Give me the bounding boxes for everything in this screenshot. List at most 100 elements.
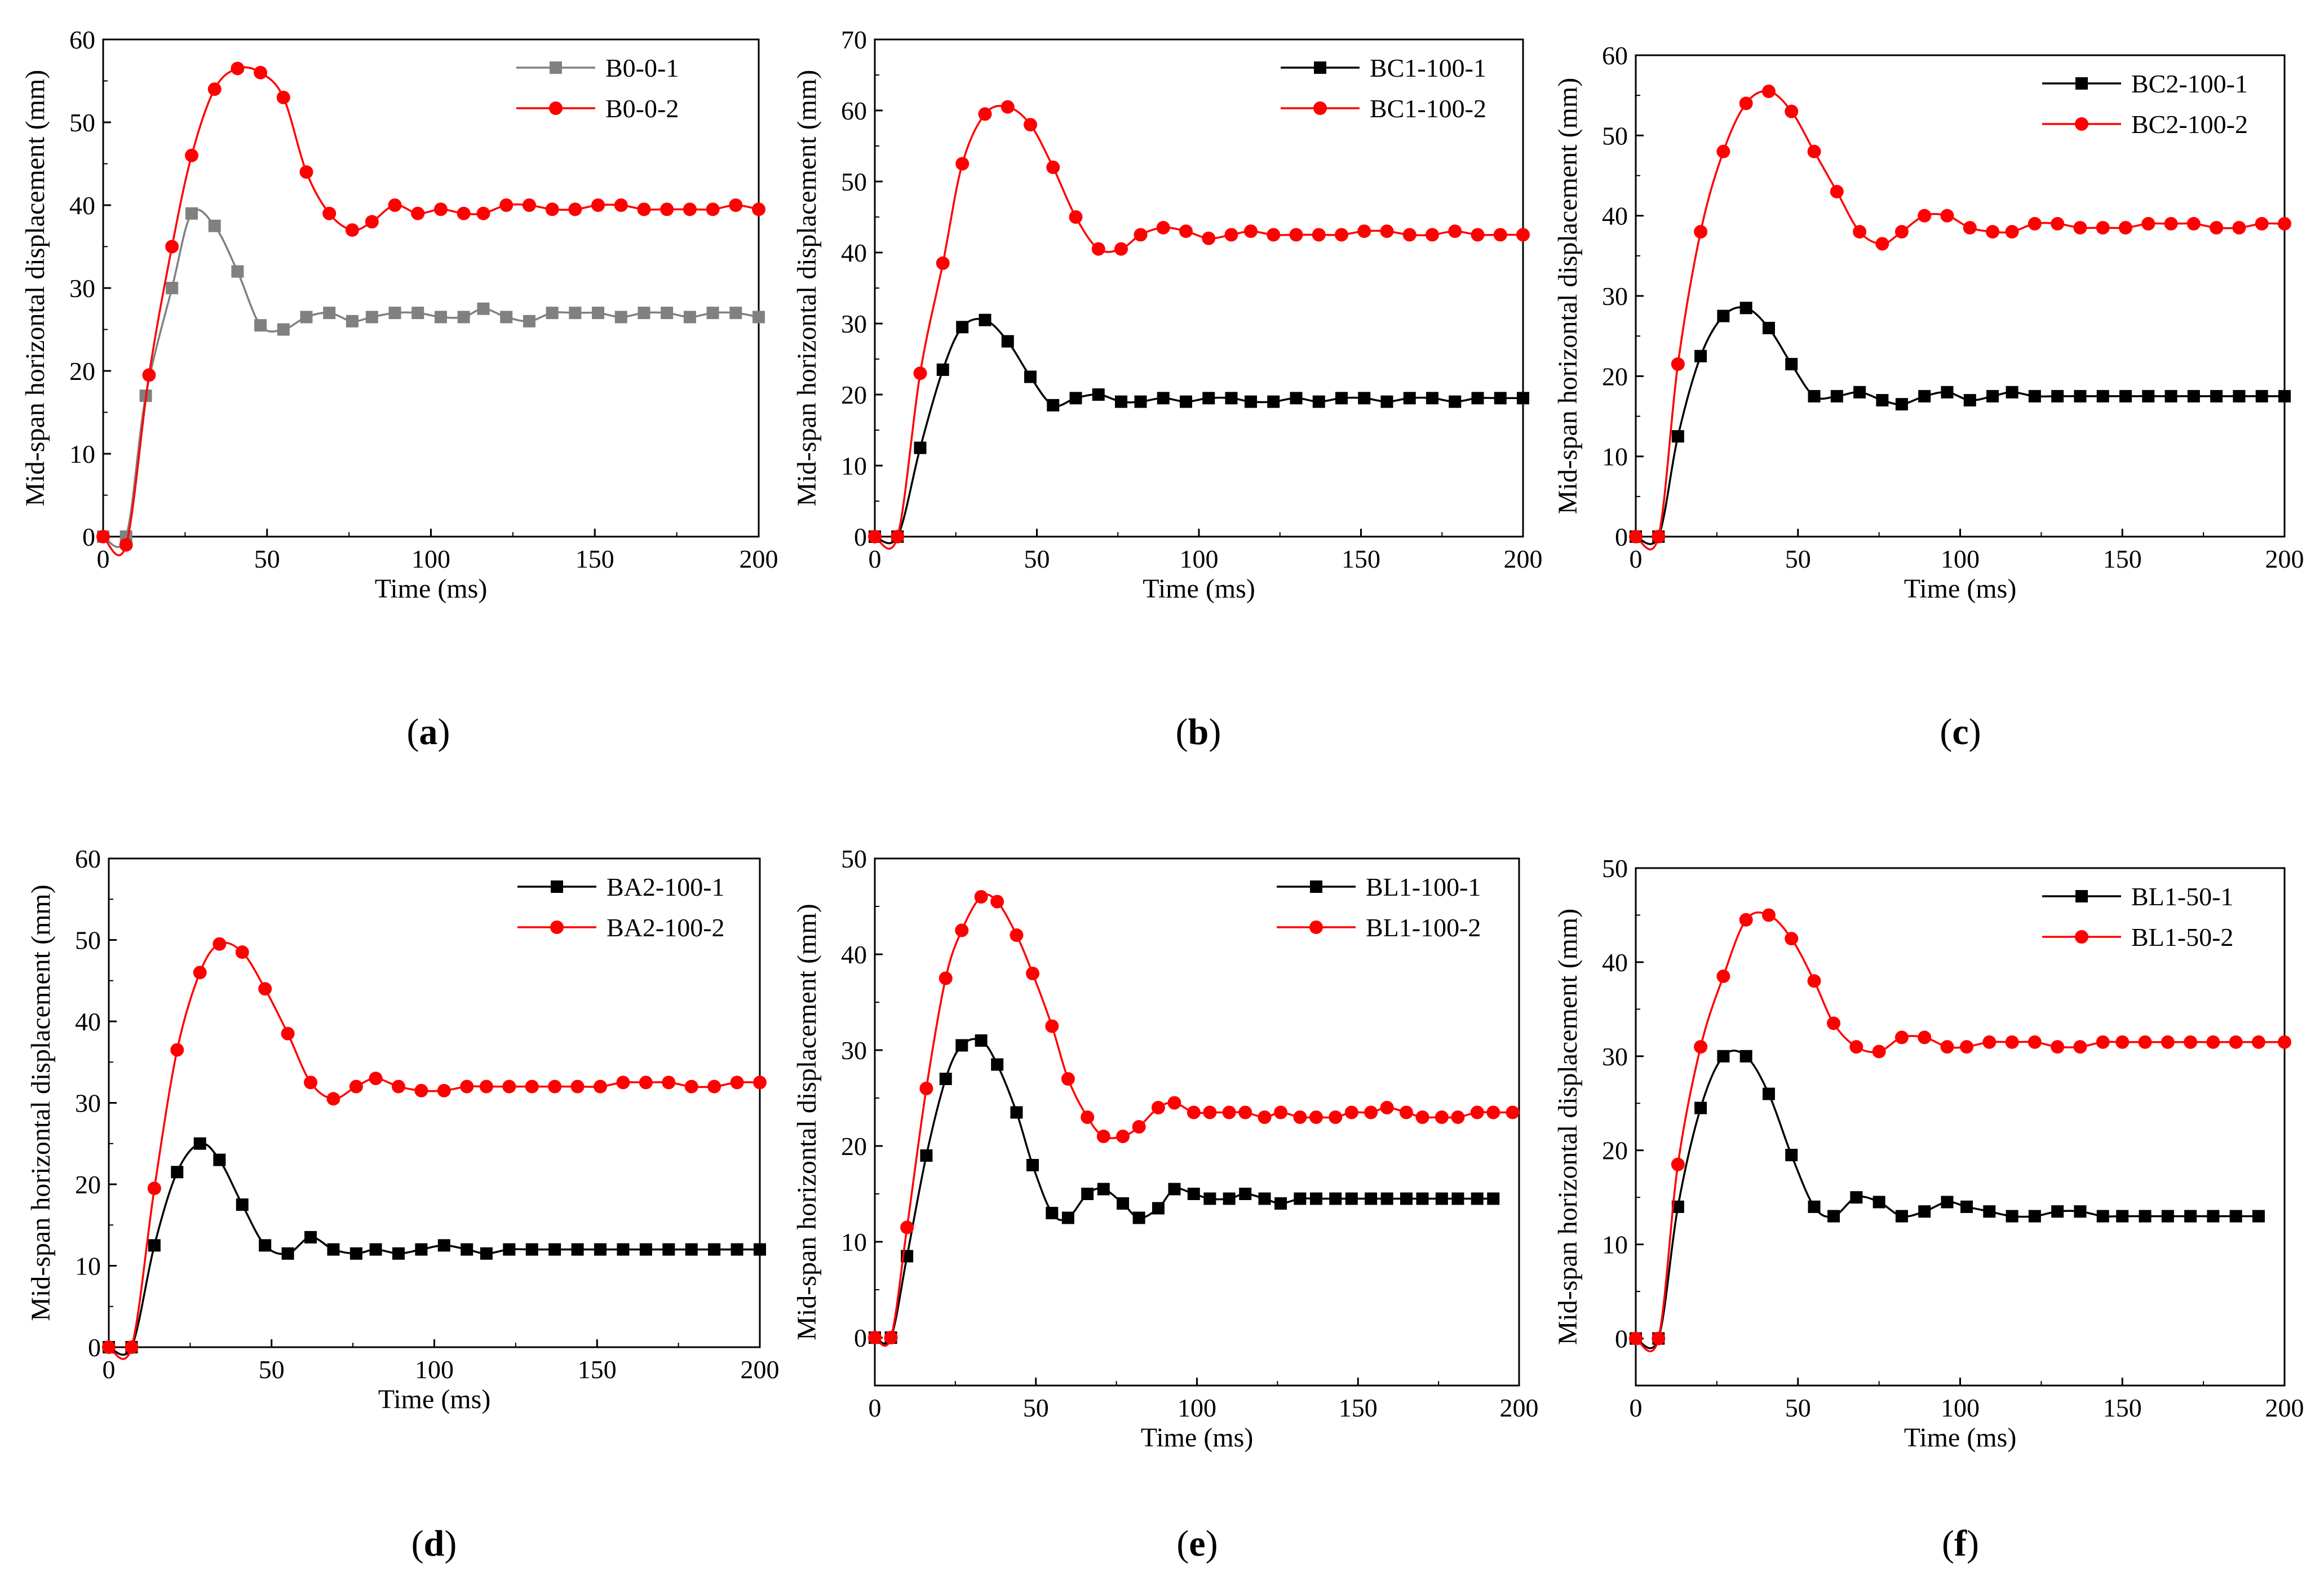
data-point	[2184, 1035, 2198, 1049]
data-point	[2096, 221, 2110, 235]
data-point	[1224, 228, 1238, 242]
data-point	[1202, 392, 1215, 405]
data-point	[978, 107, 992, 121]
data-point	[1853, 225, 1867, 239]
data-point	[119, 538, 133, 552]
data-point	[2278, 1035, 2291, 1049]
data-point	[684, 1079, 698, 1094]
data-point	[1872, 1045, 1886, 1059]
data-point	[1435, 1110, 1449, 1124]
data-point	[480, 1247, 493, 1260]
data-point	[754, 1243, 766, 1256]
data-point	[2187, 390, 2200, 402]
y-tick-label: 50	[841, 167, 867, 196]
data-point	[1081, 1188, 1094, 1200]
data-point	[2161, 1035, 2175, 1049]
data-point	[258, 982, 272, 996]
legend-marker	[1310, 880, 1322, 893]
data-point	[1415, 1110, 1429, 1124]
data-point	[1785, 104, 1799, 118]
y-tick-label: 0	[854, 523, 867, 551]
legend-marker	[551, 880, 563, 893]
y-axis-label: Mid-span horizontal displacement (mm)	[20, 70, 50, 506]
data-point	[2161, 1210, 2174, 1223]
data-point	[1894, 1030, 1909, 1045]
data-point	[213, 937, 227, 951]
x-tick-label: 200	[740, 545, 778, 573]
series-line-BC1-100-2	[874, 105, 1523, 550]
x-tick-label: 50	[1024, 545, 1050, 573]
x-tick-label: 100	[1941, 545, 1980, 573]
data-point	[752, 311, 765, 324]
y-tick-label: 0	[1615, 1325, 1628, 1353]
data-point	[166, 282, 179, 294]
y-axis-label: Mid-span horizontal displacement (mm)	[792, 904, 822, 1340]
legend-entry: B0-0-2	[605, 94, 679, 123]
data-point	[1963, 221, 1977, 235]
panel-caption: (a)	[407, 711, 450, 753]
data-point	[477, 302, 490, 315]
data-point	[2028, 1210, 2041, 1223]
panel-caption: (f)	[1942, 1523, 1979, 1564]
data-point	[369, 1243, 382, 1256]
data-point	[920, 1149, 933, 1162]
data-point	[147, 1181, 161, 1196]
data-point	[2005, 1035, 2019, 1049]
data-point	[1293, 1110, 1307, 1124]
data-point	[300, 311, 313, 324]
data-point	[548, 1079, 562, 1094]
data-point	[1717, 1050, 1730, 1063]
y-tick-label: 40	[1602, 948, 1628, 977]
data-point	[461, 1243, 473, 1256]
data-point	[1294, 1192, 1307, 1205]
x-tick-label: 0	[103, 1355, 116, 1384]
data-point	[1203, 1192, 1216, 1205]
x-tick-label: 100	[1180, 545, 1219, 573]
data-point	[276, 90, 290, 104]
data-point	[1152, 1202, 1165, 1215]
data-point	[2210, 390, 2223, 402]
data-point	[2051, 390, 2064, 402]
data-point	[525, 1243, 538, 1256]
data-point	[1918, 1205, 1931, 1218]
data-point	[1312, 228, 1326, 242]
y-tick-label: 10	[841, 452, 867, 480]
data-point	[569, 307, 582, 320]
x-tick-label: 50	[254, 545, 280, 573]
data-point	[142, 368, 156, 382]
y-tick-label: 20	[1602, 1136, 1628, 1165]
data-point	[1364, 1105, 1378, 1119]
y-axis-label: Mid-span horizontal displacement (mm)	[1553, 909, 1583, 1345]
series-line-BA2-100-2	[108, 941, 760, 1360]
y-tick-label: 10	[1602, 1231, 1628, 1259]
data-point	[1026, 1159, 1039, 1171]
data-point	[326, 1092, 340, 1106]
data-point	[2184, 1210, 2197, 1223]
data-point	[616, 1076, 630, 1090]
data-point	[617, 1243, 630, 1256]
data-point	[2255, 390, 2268, 402]
data-point	[1157, 392, 1170, 405]
data-point	[639, 1243, 652, 1256]
data-point	[523, 315, 535, 327]
data-point	[568, 202, 582, 216]
y-tick-label: 30	[841, 1036, 867, 1065]
data-point	[1762, 321, 1775, 334]
legend-entry: B0-0-1	[605, 54, 679, 82]
data-point	[1380, 224, 1394, 238]
data-point	[2115, 1035, 2130, 1049]
data-point	[2278, 216, 2291, 231]
data-point	[683, 311, 696, 324]
data-point	[1940, 1040, 1954, 1054]
x-tick-label: 0	[869, 1393, 882, 1422]
data-point	[913, 366, 927, 380]
x-axis-label: Time (ms)	[1143, 574, 1255, 604]
data-point	[299, 165, 313, 179]
data-point	[1365, 1192, 1378, 1205]
data-point	[2028, 216, 2042, 231]
x-tick-label: 200	[741, 1355, 780, 1384]
data-point	[1762, 1087, 1775, 1100]
data-point	[1853, 386, 1866, 399]
x-tick-label: 100	[1178, 1393, 1216, 1422]
x-tick-label: 50	[259, 1355, 285, 1384]
